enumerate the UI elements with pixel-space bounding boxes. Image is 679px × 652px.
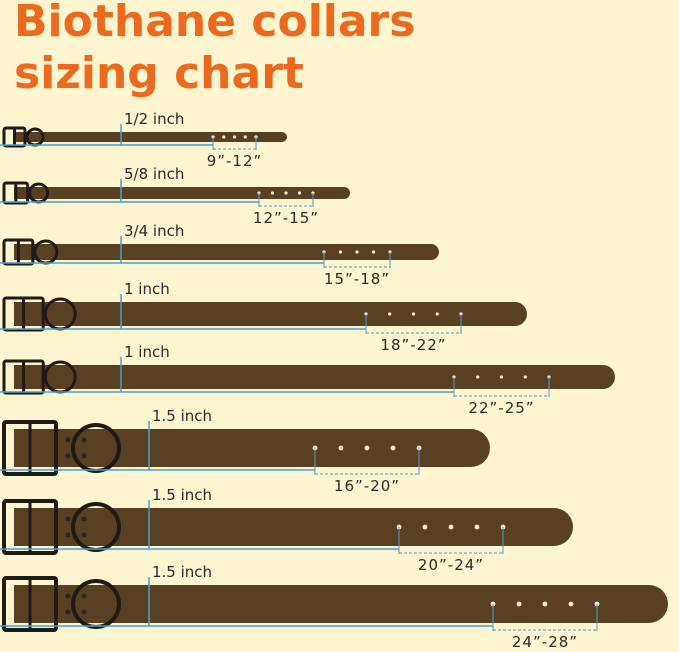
hole bbox=[542, 601, 548, 607]
width-label: 1/2 inch bbox=[124, 110, 184, 128]
width-label: 1 inch bbox=[124, 280, 170, 298]
rivet bbox=[81, 609, 87, 615]
rivet bbox=[65, 516, 71, 522]
range-label: 9”-12” bbox=[207, 152, 263, 170]
strap bbox=[14, 508, 573, 546]
strap bbox=[14, 187, 350, 199]
title-line: sizing chart bbox=[14, 48, 304, 99]
d-ring bbox=[71, 502, 121, 552]
strap bbox=[14, 365, 615, 389]
rivet bbox=[81, 516, 87, 522]
hole bbox=[568, 601, 574, 607]
rivet bbox=[81, 593, 87, 599]
hole bbox=[476, 375, 480, 379]
hole bbox=[371, 250, 376, 254]
hole bbox=[448, 524, 454, 530]
hole bbox=[232, 135, 237, 139]
range-label: 24”-28” bbox=[512, 633, 578, 651]
strap bbox=[14, 302, 527, 326]
strap bbox=[14, 132, 287, 142]
width-label: 5/8 inch bbox=[124, 165, 184, 183]
hole bbox=[499, 375, 504, 379]
hole bbox=[390, 445, 396, 451]
hole bbox=[523, 375, 527, 379]
hole bbox=[411, 312, 416, 316]
d-ring bbox=[71, 579, 121, 629]
range-label: 22”-25” bbox=[468, 399, 534, 417]
rivet bbox=[81, 453, 87, 459]
range-label: 15”-18” bbox=[324, 270, 390, 288]
hole bbox=[422, 524, 428, 530]
rivet bbox=[81, 532, 87, 538]
strap bbox=[14, 244, 439, 260]
hole bbox=[355, 250, 359, 254]
rivet bbox=[81, 437, 87, 443]
d-ring bbox=[71, 423, 121, 473]
hole bbox=[474, 524, 480, 530]
hole bbox=[364, 445, 370, 451]
strap-end bbox=[14, 365, 44, 389]
strap-end bbox=[14, 132, 44, 142]
hole bbox=[270, 191, 275, 195]
rivet bbox=[65, 532, 71, 538]
width-label: 3/4 inch bbox=[124, 222, 184, 240]
width-label: 1.5 inch bbox=[152, 563, 212, 581]
rivet bbox=[65, 609, 71, 615]
width-label: 1.5 inch bbox=[152, 486, 212, 504]
hole bbox=[388, 312, 392, 316]
range-label: 20”-24” bbox=[418, 556, 484, 574]
hole bbox=[516, 601, 522, 607]
hole bbox=[222, 135, 226, 139]
rivet bbox=[65, 593, 71, 599]
hole bbox=[243, 135, 247, 139]
rivet bbox=[65, 453, 71, 459]
rivet bbox=[65, 437, 71, 443]
hole bbox=[297, 191, 302, 195]
width-label: 1.5 inch bbox=[152, 407, 212, 425]
range-label: 12”-15” bbox=[253, 209, 319, 227]
hole bbox=[338, 445, 344, 451]
hole bbox=[284, 191, 288, 195]
width-label: 1 inch bbox=[124, 343, 170, 361]
strap bbox=[14, 585, 668, 623]
strap bbox=[14, 429, 490, 467]
range-label: 18”-22” bbox=[380, 336, 446, 354]
hole bbox=[338, 250, 343, 254]
strap-end bbox=[14, 302, 44, 326]
hole bbox=[435, 312, 439, 316]
title-line: Biothane collars bbox=[14, 0, 415, 47]
range-label: 16”-20” bbox=[334, 477, 400, 495]
